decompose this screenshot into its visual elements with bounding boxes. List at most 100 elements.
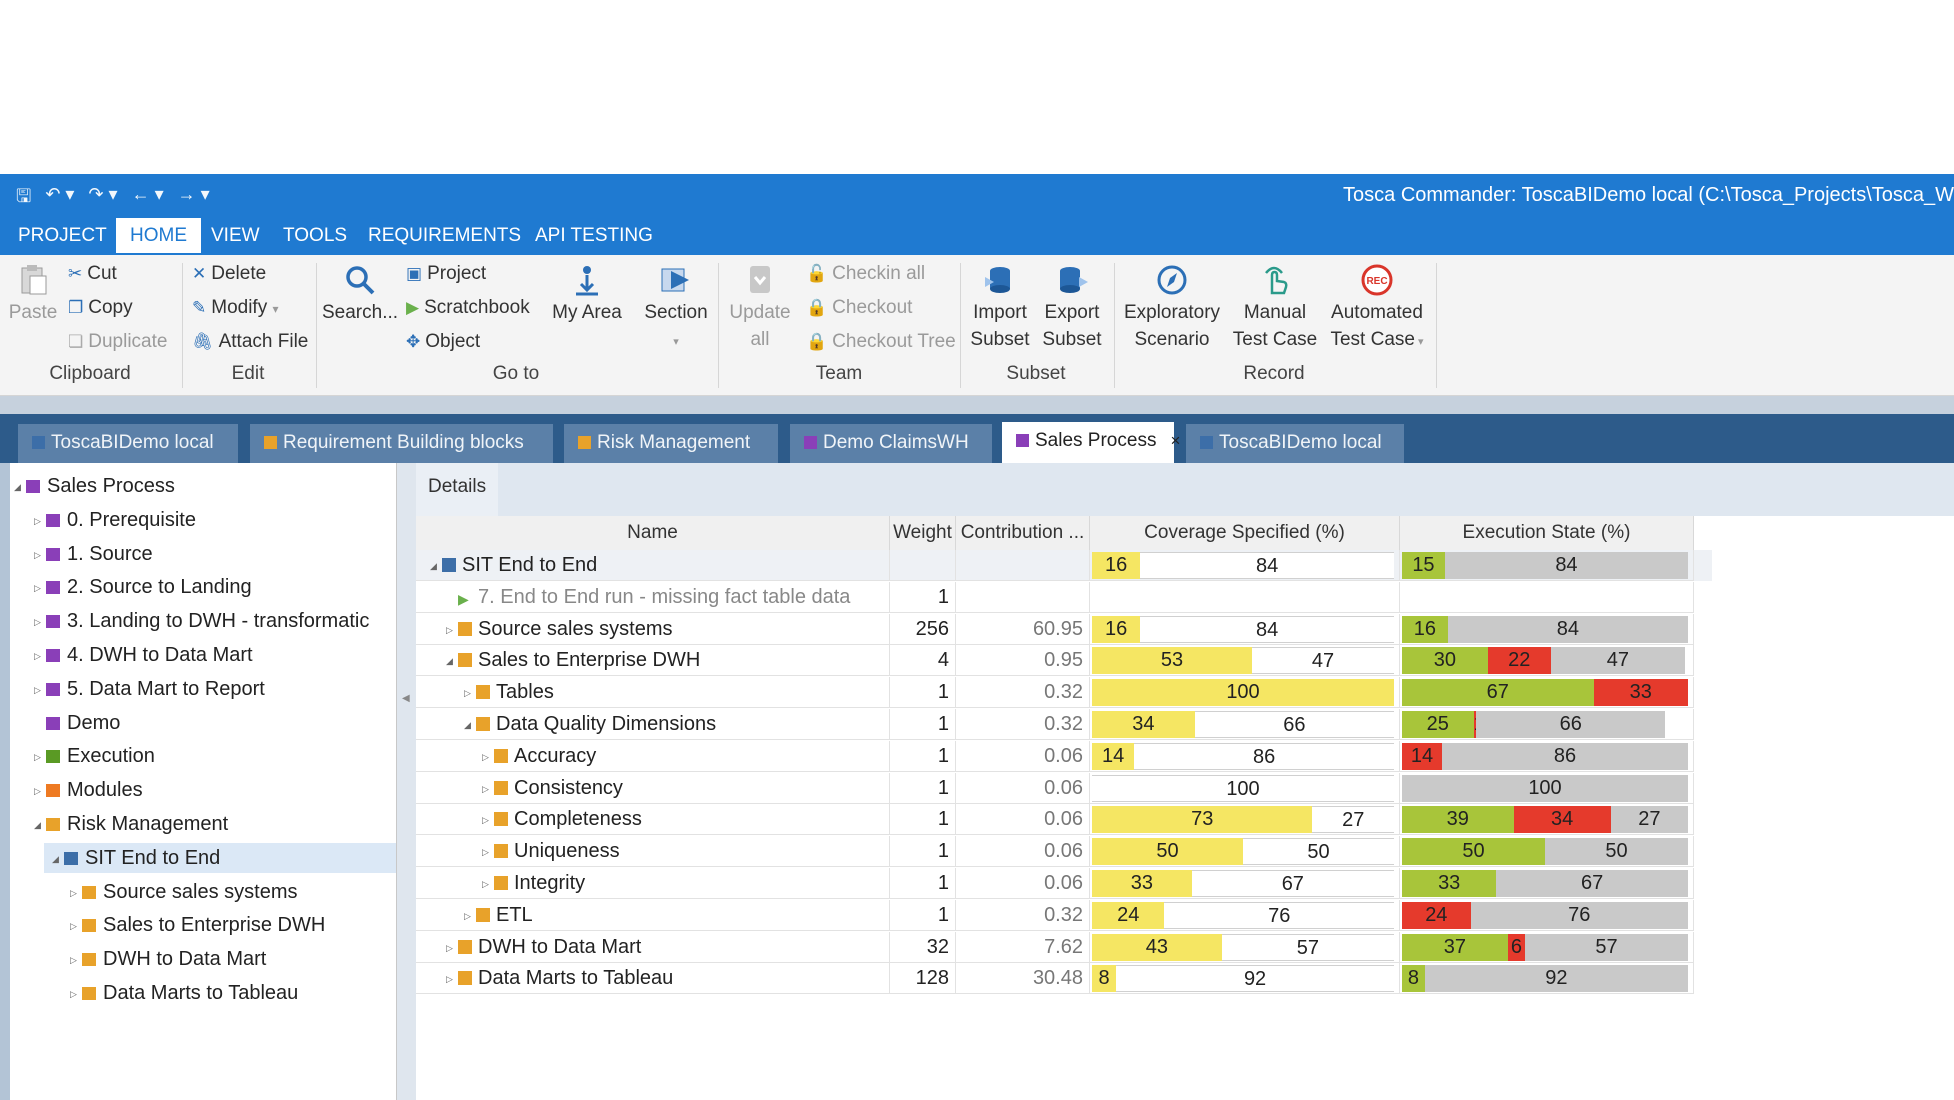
column-header-name[interactable]: Name	[416, 516, 890, 550]
expand-arrow-icon[interactable]: ▷	[482, 879, 489, 889]
tree-item-execution[interactable]: ▷ Execution	[34, 741, 155, 771]
menu-project[interactable]: PROJECT	[18, 225, 107, 246]
goto-project-button[interactable]: ▣ Project	[406, 263, 487, 284]
modify-button[interactable]: ✎ Modify ▾	[192, 297, 279, 318]
menu-tools[interactable]: TOOLS	[283, 225, 348, 246]
menu-api-testing[interactable]: API TESTING	[535, 225, 653, 246]
table-row[interactable]: ▷ Uniqueness 1 0.06 50 50 50 50	[416, 836, 1712, 868]
paste-button[interactable]: Paste	[8, 263, 58, 326]
attach-file-button[interactable]: 🖇 Attach File	[192, 331, 309, 352]
expand-arrow-icon[interactable]: ▷	[464, 688, 471, 699]
close-icon[interactable]: ×	[1170, 431, 1181, 450]
table-row[interactable]: ▷ Tables 1 0.32 100 67 33	[416, 677, 1712, 709]
expand-arrow-icon[interactable]: ▷	[446, 624, 453, 635]
expand-arrow-icon[interactable]: ◢	[14, 482, 21, 492]
scratchbook-button[interactable]: ▶ Scratchbook	[406, 297, 530, 318]
expand-arrow-icon[interactable]: ▷	[70, 887, 77, 898]
table-row[interactable]: ▷ ETL 1 0.32 24 76 24 76	[416, 899, 1712, 931]
expand-arrow-icon[interactable]: ◢	[464, 720, 471, 730]
table-row[interactable]: ▷ Data Marts to Tableau 128 30.48 8 92 8 92	[416, 963, 1712, 995]
tree-item-landing-to-dwh[interactable]: ▷ 3. Landing to DWH - transformatic	[34, 606, 369, 636]
my-area-button[interactable]: My Area	[548, 263, 626, 326]
menu-view[interactable]: VIEW	[211, 225, 260, 246]
expand-arrow-icon[interactable]: ◢	[446, 656, 453, 667]
expand-arrow-icon[interactable]: ◢	[34, 820, 41, 830]
update-all-button[interactable]: Update all	[724, 263, 796, 353]
expand-arrow-icon[interactable]: ▷	[34, 651, 41, 661]
expand-arrow-icon[interactable]: ▷	[446, 974, 453, 985]
panel-splitter[interactable]: ◀	[397, 463, 416, 1100]
tab-requirement-building-blocks[interactable]: Requirement Building blocks	[250, 424, 553, 463]
expand-arrow-icon[interactable]: ▷	[482, 751, 489, 762]
tab-demo-claimswh[interactable]: Demo ClaimsWH	[790, 424, 992, 463]
undo-icon[interactable]: ↶ ▾	[45, 184, 75, 204]
tree-item-source-sales-systems[interactable]: ▷ Source sales systems	[70, 877, 298, 907]
menu-requirements[interactable]: REQUIREMENTS	[368, 225, 522, 246]
expand-arrow-icon[interactable]: ▷	[446, 942, 453, 953]
column-header-coverage[interactable]: Coverage Specified (%)	[1090, 516, 1400, 550]
import-subset-button[interactable]: Import Subset	[966, 263, 1034, 353]
expand-arrow-icon[interactable]: ▷	[464, 910, 471, 921]
section-button[interactable]: Section ▾	[640, 263, 712, 356]
expand-arrow-icon[interactable]: ▷	[34, 684, 41, 695]
delete-button[interactable]: ✕ Delete	[192, 263, 267, 284]
tree-item-source-to-landing[interactable]: ▷ 2. Source to Landing	[34, 572, 252, 602]
table-row[interactable]: ▷ Consistency 1 0.06 100 100	[416, 772, 1712, 804]
expand-arrow-icon[interactable]: ▷	[34, 515, 41, 526]
tree-item-modules[interactable]: ▷ Modules	[34, 775, 143, 805]
tree-item-source[interactable]: ▷ 1. Source	[34, 539, 153, 569]
table-row[interactable]: ▷ Source sales systems 256 60.95 16 84 16 84	[416, 613, 1712, 645]
copy-button[interactable]: ❐ Copy	[68, 297, 133, 318]
expand-arrow-icon[interactable]: ▷	[34, 549, 41, 560]
duplicate-button[interactable]: ❏ Duplicate	[68, 331, 168, 352]
details-tab[interactable]: Details	[416, 463, 499, 516]
expand-arrow-icon[interactable]: ▷	[70, 989, 77, 999]
expand-arrow-icon[interactable]: ▷	[34, 752, 41, 763]
table-row[interactable]: ▷ DWH to Data Mart 32 7.62 43 57 37 6 57	[416, 931, 1712, 963]
expand-arrow-icon[interactable]: ▷	[70, 921, 77, 932]
table-row[interactable]: ▶ 7. End to End run - missing fact table …	[416, 581, 1712, 613]
table-row[interactable]: ▷ Accuracy 1 0.06 14 86 14 86	[416, 740, 1712, 772]
tree-item-sales-process[interactable]: ◢ Sales Process	[14, 471, 175, 501]
tree-item-sales-to-enterprise-dwh[interactable]: ▷ Sales to Enterprise DWH	[70, 910, 325, 940]
exploratory-scenario-button[interactable]: Exploratory Scenario	[1118, 263, 1226, 353]
checkout-tree-button[interactable]: 🔒 Checkout Tree	[806, 331, 956, 352]
checkin-all-button[interactable]: 🔓 Checkin all	[806, 263, 926, 284]
goto-object-button[interactable]: ✥ Object	[406, 331, 481, 352]
expand-arrow-icon[interactable]: ◢	[52, 853, 59, 864]
tree-item-dwh-to-data-mart[interactable]: ▷ 4. DWH to Data Mart	[34, 640, 253, 670]
expand-arrow-icon[interactable]: ▷	[34, 617, 41, 628]
table-row[interactable]: ▷ Completeness 1 0.06 73 27 39 34 27	[416, 804, 1712, 836]
automated-test-case-button[interactable]: REC Automated Test Case ▾	[1326, 263, 1428, 356]
tree-item-risk-management[interactable]: ◢ Risk Management	[34, 809, 228, 839]
table-row[interactable]: ▷ Integrity 1 0.06 33 67 33 67	[416, 868, 1712, 899]
forward-icon[interactable]: → ▾	[177, 184, 210, 204]
tree-item-data-marts-to-tableau[interactable]: ▷ Data Marts to Tableau	[70, 978, 298, 1008]
column-header-contribution[interactable]: Contribution ...	[956, 516, 1090, 550]
expand-arrow-icon[interactable]: ▷	[34, 786, 41, 797]
tab-toscabidemo-local-2[interactable]: ToscaBIDemo local	[1186, 424, 1404, 463]
tab-risk-management[interactable]: Risk Management	[564, 424, 778, 463]
table-row[interactable]: ◢ SIT End to End 16 84 15 84	[416, 550, 1712, 581]
collapse-arrow-icon[interactable]: ◀	[402, 693, 410, 704]
expand-arrow-icon[interactable]: ▷	[34, 583, 41, 594]
cut-button[interactable]: ✂ Cut	[68, 263, 117, 284]
tree-item-prerequisite[interactable]: ▷ 0. Prerequisite	[34, 505, 196, 535]
expand-arrow-icon[interactable]: ◢	[430, 561, 437, 571]
column-header-weight[interactable]: Weight	[890, 516, 956, 550]
export-subset-button[interactable]: Export Subset	[1038, 263, 1106, 353]
tab-toscabidemo-local[interactable]: ToscaBIDemo local	[18, 424, 238, 463]
tree-item-demo[interactable]: Demo	[34, 708, 120, 738]
redo-icon[interactable]: ↷ ▾	[88, 184, 118, 204]
table-row[interactable]: ◢ Sales to Enterprise DWH 4 0.95 53 47 30 22 47	[416, 645, 1712, 677]
search-button[interactable]: Search...	[322, 263, 398, 326]
manual-test-case-button[interactable]: Manual Test Case	[1232, 263, 1318, 353]
tree-item-data-mart-to-report[interactable]: ▷ 5. Data Mart to Report	[34, 674, 265, 704]
column-header-execution[interactable]: Execution State (%)	[1400, 516, 1694, 550]
save-icon[interactable]: 🖫	[16, 186, 32, 206]
expand-arrow-icon[interactable]: ▷	[70, 955, 77, 966]
expand-arrow-icon[interactable]: ▷	[482, 815, 489, 826]
tree-item-dwh-to-data-mart-risk[interactable]: ▷ DWH to Data Mart	[70, 944, 266, 974]
menu-home[interactable]: HOME	[116, 218, 201, 253]
back-icon[interactable]: ← ▾	[131, 184, 164, 204]
